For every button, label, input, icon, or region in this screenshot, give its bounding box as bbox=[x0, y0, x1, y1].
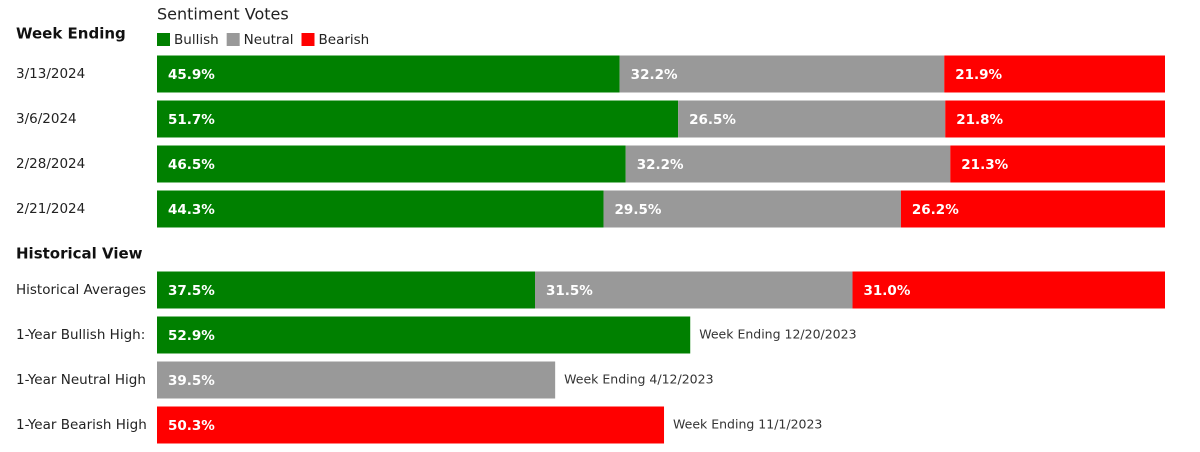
category-label: 3/6/2024 bbox=[16, 111, 77, 127]
value-label: 32.2% bbox=[631, 67, 678, 83]
category-label: Historical Averages bbox=[16, 282, 146, 298]
value-label: 52.9% bbox=[168, 328, 215, 344]
value-label: 29.5% bbox=[615, 202, 662, 218]
value-label: 21.8% bbox=[956, 112, 1003, 128]
category-label: 2/21/2024 bbox=[16, 201, 85, 217]
value-label: 26.2% bbox=[912, 202, 959, 218]
legend-swatch bbox=[301, 33, 315, 46]
category-label: 1-Year Neutral High bbox=[16, 372, 146, 388]
bar-segment bbox=[678, 100, 946, 138]
bar-segment bbox=[945, 100, 1165, 138]
bar-segment bbox=[950, 145, 1165, 183]
section-header: Historical View bbox=[16, 245, 143, 263]
bar-segment bbox=[157, 361, 556, 399]
legend-swatch bbox=[226, 33, 240, 46]
category-label: 1-Year Bullish High: bbox=[16, 327, 145, 343]
value-label: 21.3% bbox=[961, 157, 1008, 173]
bar-segment bbox=[157, 145, 626, 183]
value-label: 31.5% bbox=[546, 283, 593, 299]
bar-segment bbox=[535, 271, 853, 309]
bar-segment bbox=[852, 271, 1165, 309]
bar-segment bbox=[157, 316, 691, 354]
category-label: 2/28/2024 bbox=[16, 156, 85, 172]
annotation: Week Ending 12/20/2023 bbox=[699, 327, 856, 342]
bar-segment bbox=[157, 100, 679, 138]
chart-title: Sentiment Votes bbox=[157, 5, 289, 24]
value-label: 50.3% bbox=[168, 418, 215, 434]
annotation: Week Ending 4/12/2023 bbox=[564, 372, 713, 387]
category-label: 1-Year Bearish High bbox=[16, 417, 147, 433]
value-label: 26.5% bbox=[689, 112, 736, 128]
section-header: Week Ending bbox=[16, 25, 126, 43]
value-label: 45.9% bbox=[168, 67, 215, 83]
legend-label: Neutral bbox=[244, 32, 294, 48]
bar-segment bbox=[619, 55, 945, 93]
value-label: 21.9% bbox=[955, 67, 1002, 83]
value-label: 31.0% bbox=[864, 283, 911, 299]
value-label: 44.3% bbox=[168, 202, 215, 218]
bar-segment bbox=[157, 55, 620, 93]
bar-segment bbox=[157, 271, 535, 309]
legend-label: Bullish bbox=[174, 32, 219, 48]
bar-segment bbox=[157, 406, 665, 444]
legend-label: Bearish bbox=[319, 32, 370, 48]
bar-segment bbox=[944, 55, 1165, 93]
annotation: Week Ending 11/1/2023 bbox=[673, 417, 822, 432]
value-label: 39.5% bbox=[168, 373, 215, 389]
bar-segment bbox=[900, 190, 1165, 228]
category-label: 3/13/2024 bbox=[16, 66, 85, 82]
bar-segment bbox=[157, 190, 604, 228]
value-label: 46.5% bbox=[168, 157, 215, 173]
value-label: 51.7% bbox=[168, 112, 215, 128]
value-label: 32.2% bbox=[637, 157, 684, 173]
value-label: 37.5% bbox=[168, 283, 215, 299]
bar-segment bbox=[603, 190, 901, 228]
legend-swatch bbox=[157, 33, 170, 46]
bar-segment bbox=[625, 145, 951, 183]
